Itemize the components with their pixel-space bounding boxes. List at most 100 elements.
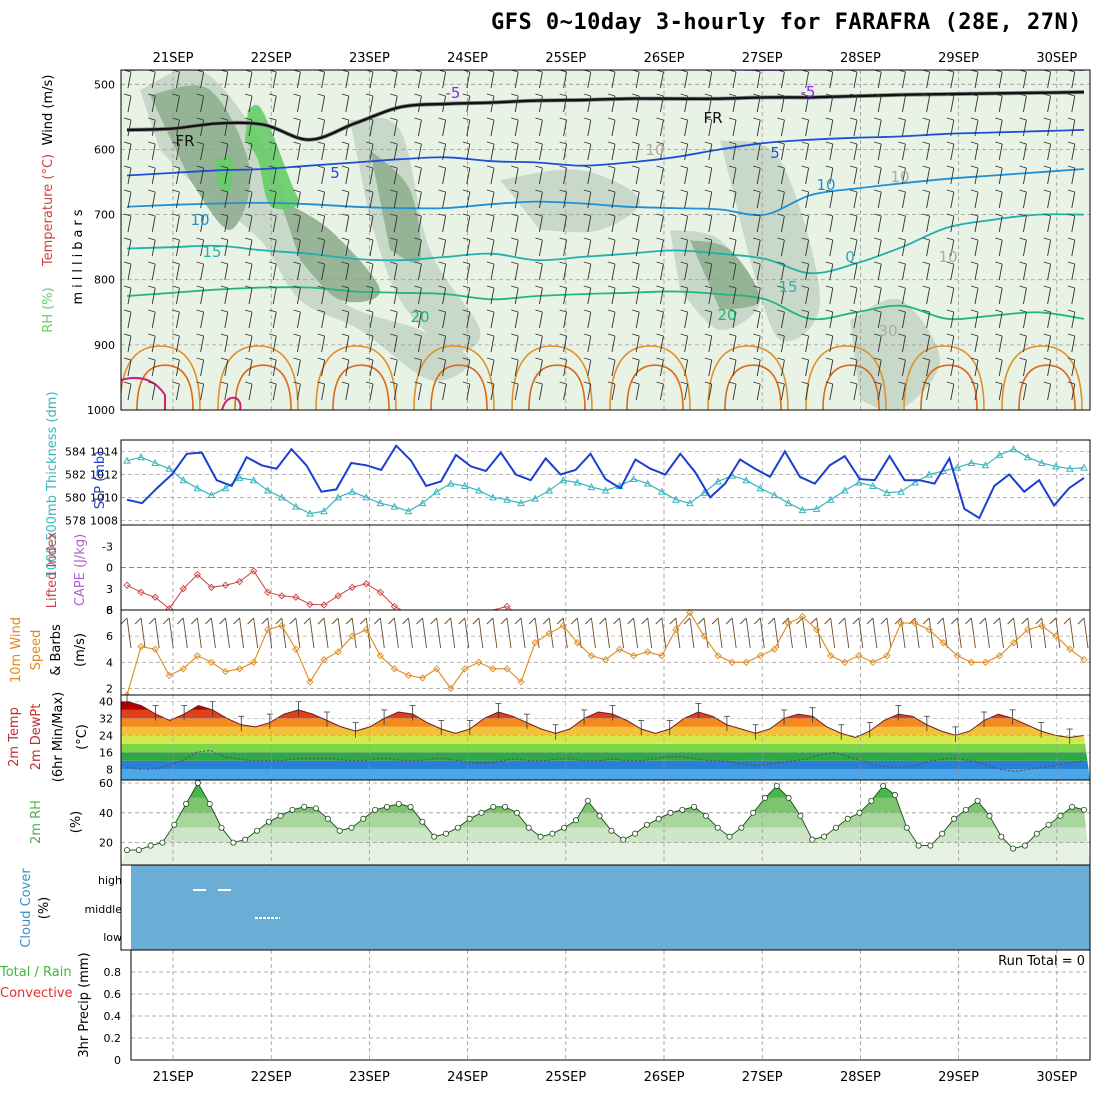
slp-tick-label: 1012	[90, 468, 118, 481]
lifted-index-marker	[376, 588, 384, 596]
rh-marker	[832, 824, 839, 831]
temp-color-band	[121, 709, 1090, 719]
thickness-marker	[1080, 463, 1088, 471]
wind-barb	[293, 141, 301, 161]
wind-speed-marker	[447, 684, 455, 693]
wind-barb	[220, 93, 229, 113]
rh-marker	[608, 827, 615, 834]
wind-speed-marker	[264, 625, 272, 634]
wind-barb	[825, 333, 834, 353]
surface-wind-barb	[205, 617, 216, 649]
wind-speed-marker	[545, 629, 553, 638]
li-axis-label: Lifted Index	[45, 531, 60, 608]
upper-air-legend-label: Wind (m/s)	[41, 75, 56, 146]
wind-barb	[849, 141, 858, 161]
contour-label: 10	[938, 248, 957, 266]
wind-barb	[970, 381, 979, 401]
wind-barb	[656, 93, 664, 113]
wind-barb	[414, 309, 422, 329]
wind-barb	[269, 141, 277, 161]
wind-barb	[583, 357, 592, 377]
wind-barb	[728, 93, 737, 113]
thickness-marker	[629, 475, 638, 483]
date-label-bottom: 22SEP	[251, 1070, 292, 1085]
surface-wind-barb	[585, 617, 596, 649]
wind-barb	[874, 309, 882, 329]
isotherm-low-level	[136, 364, 194, 410]
wind-barb	[220, 381, 229, 401]
thickness-marker	[474, 486, 483, 494]
wind-axis-label: 10m Wind	[9, 617, 24, 683]
wind-barb	[486, 357, 495, 377]
wind-speed-marker	[517, 678, 525, 686]
wind-barb	[607, 285, 616, 305]
thickness-marker	[418, 499, 427, 507]
wind-barb	[123, 117, 132, 137]
wind-barb	[438, 165, 447, 185]
rh-marker	[561, 824, 568, 831]
temp-minmax-whisker	[438, 720, 445, 736]
surface-wind-barb	[922, 617, 934, 649]
wind-barb	[1019, 93, 1027, 113]
wind-barb	[583, 117, 592, 137]
wind-barb	[825, 93, 834, 113]
wind-barb	[148, 117, 156, 137]
surface-wind-barb	[993, 617, 1005, 649]
surface-wind-barb	[289, 617, 301, 649]
wind-barb	[753, 141, 761, 161]
temp-minmax-whisker	[1066, 728, 1073, 744]
wind-barb	[656, 165, 664, 185]
thickness-marker	[503, 495, 511, 503]
rh-marker	[348, 824, 355, 831]
wind-barb	[559, 381, 568, 401]
temp-minmax-whisker	[981, 711, 988, 727]
wind-speed-marker	[292, 645, 300, 653]
wind-speed-marker	[700, 632, 708, 640]
isotherm-low-level	[121, 345, 201, 410]
wind-barb	[462, 213, 471, 233]
wind-barb	[123, 333, 132, 353]
wind-barb	[1067, 117, 1076, 137]
wind-barb	[172, 309, 180, 329]
rh-tick-label: 60	[99, 777, 113, 790]
wind-barb	[1043, 357, 1052, 377]
wind-barb	[172, 165, 180, 185]
rh-marker	[939, 830, 946, 837]
wind-barb	[365, 237, 374, 257]
date-label-bottom: 26SEP	[644, 1070, 685, 1085]
panel-frame	[120, 69, 1091, 411]
surface-wind-barb	[979, 617, 990, 649]
wind-barb	[172, 189, 180, 209]
wind-barb	[462, 117, 471, 137]
wind-barb	[293, 189, 301, 209]
rh-marker	[844, 815, 851, 822]
rh-marker	[313, 805, 320, 812]
rh-plot	[121, 780, 1090, 865]
wind-barb	[172, 357, 180, 377]
wind-barb	[244, 141, 253, 161]
temp-axis-label: 2m DewPt	[29, 704, 44, 771]
wind-barb	[753, 117, 761, 137]
surface-wind-barb	[683, 617, 695, 649]
wind-barb	[632, 309, 640, 329]
wind-barb	[1019, 357, 1027, 377]
wind-barb	[849, 213, 858, 233]
contour-label: FR	[703, 109, 722, 127]
surface-wind-barb	[430, 617, 442, 649]
wind-barb	[341, 237, 350, 257]
wind-barb	[559, 117, 568, 137]
wind-barb	[777, 237, 785, 257]
wind-barb	[632, 261, 640, 281]
surface-wind-barb	[121, 617, 132, 649]
wind-speed-marker	[728, 658, 736, 666]
lifted-index-marker	[137, 588, 145, 596]
wind-barb	[123, 357, 132, 377]
wind-barb	[970, 261, 979, 281]
wind-barb	[1067, 165, 1076, 185]
panel-frame	[120, 609, 1091, 696]
wind-barb	[341, 357, 350, 377]
wind-barb	[414, 333, 422, 353]
wind-barb	[559, 141, 568, 161]
wind-barb	[995, 165, 1003, 185]
temp-tick-label: 40	[99, 695, 113, 708]
